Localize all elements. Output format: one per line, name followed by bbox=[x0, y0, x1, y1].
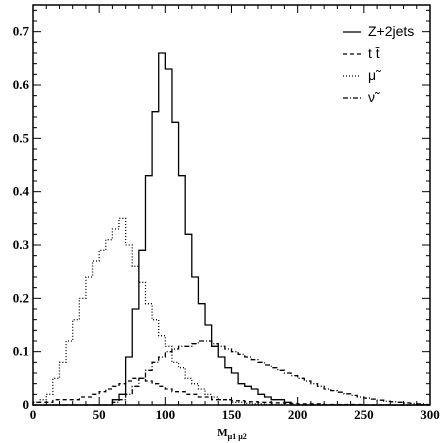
x-tick-label: 300 bbox=[420, 407, 440, 422]
x-axis-label-main: M bbox=[217, 427, 228, 439]
y-tick-label: 0.3 bbox=[13, 237, 30, 252]
legend-label: t t̄ bbox=[368, 45, 380, 61]
y-tick-label: 0.1 bbox=[13, 344, 29, 359]
x-tick-label: 50 bbox=[93, 407, 106, 422]
y-tick-label: 0.5 bbox=[13, 130, 30, 145]
x-axis-label-subscript: μ1 μ2 bbox=[228, 432, 247, 441]
legend: Z+2jets t t̄ μ̃ ν̃ bbox=[343, 23, 414, 105]
x-tick-label: 250 bbox=[354, 407, 374, 422]
legend-label: μ̃ bbox=[368, 67, 381, 83]
y-tick-label: 0.2 bbox=[13, 290, 29, 305]
y-tick-label: 0 bbox=[23, 397, 30, 412]
y-tick-label: 0.4 bbox=[13, 184, 30, 199]
y-tick-label: 0.7 bbox=[13, 24, 30, 39]
series-dashdot-histogram bbox=[33, 340, 430, 406]
y-tick-label: 0.6 bbox=[13, 77, 30, 92]
series-group bbox=[32, 52, 430, 406]
x-tick-label: 150 bbox=[222, 407, 242, 422]
series-dotted-histogram bbox=[32, 217, 430, 406]
x-tick-label: 200 bbox=[288, 407, 308, 422]
series-dashed-histogram bbox=[32, 377, 430, 406]
legend-label: Z+2jets bbox=[368, 23, 414, 39]
x-tick-label: 100 bbox=[156, 407, 176, 422]
x-tick-label: 0 bbox=[30, 407, 37, 422]
axis-ticks: 0 50 100 150 200 250 300 0 0.1 0.2 0.3 0.4 0.5 0.6 0.7 bbox=[13, 5, 440, 422]
x-axis-label: Mμ1 μ2 bbox=[217, 427, 246, 441]
plot-frame bbox=[32, 4, 431, 406]
legend-label: ν̃ bbox=[368, 89, 380, 105]
